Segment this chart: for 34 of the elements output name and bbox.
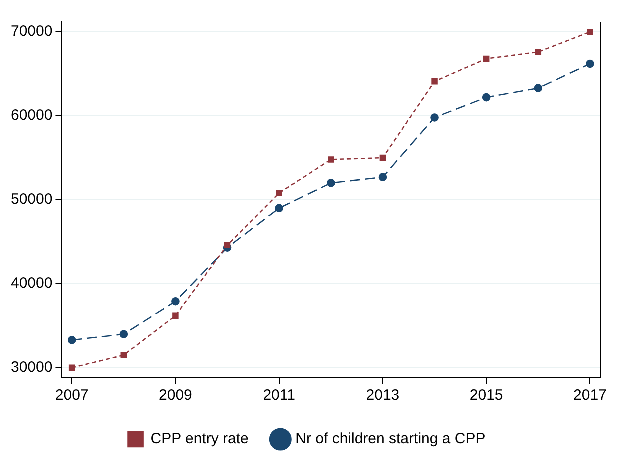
point <box>120 352 128 358</box>
point <box>535 49 542 56</box>
point <box>587 28 594 36</box>
x-tick-label: 2011 <box>263 387 296 404</box>
y-tick-label: 50000 <box>10 191 53 208</box>
x-tick-label: 2015 <box>470 387 504 404</box>
legend-label: Nr of children starting a CPP <box>296 430 486 448</box>
x-tick-label: 2009 <box>159 387 192 404</box>
point <box>326 179 336 188</box>
point <box>328 156 334 163</box>
point <box>482 93 491 102</box>
point <box>380 154 386 162</box>
point <box>534 84 543 92</box>
point <box>276 190 282 196</box>
point <box>378 173 388 182</box>
point <box>275 204 284 213</box>
y-tick-label: 70000 <box>10 23 53 40</box>
x-tick-label: 2017 <box>574 387 607 404</box>
point <box>586 60 594 68</box>
legend-label: CPP entry rate <box>150 430 249 448</box>
point <box>68 336 76 344</box>
point <box>172 297 180 306</box>
x-tick-label: 2013 <box>366 387 400 404</box>
point <box>432 78 438 85</box>
x-tick-label: 2007 <box>55 387 89 404</box>
point <box>68 364 76 372</box>
y-tick-label: 60000 <box>10 107 53 124</box>
point <box>120 330 128 338</box>
point <box>172 312 179 319</box>
point <box>483 56 490 62</box>
point <box>224 242 231 248</box>
y-tick-label: 40000 <box>10 275 53 292</box>
y-tick-label: 30000 <box>10 359 53 376</box>
point <box>430 114 439 122</box>
